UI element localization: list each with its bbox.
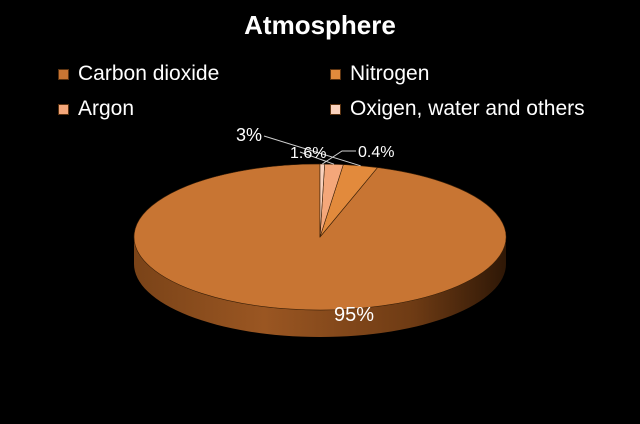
leader-line-argon	[299, 151, 335, 165]
legend-item-argon: Argon	[58, 97, 134, 121]
data-label-nitrogen: 3%	[236, 125, 262, 145]
leader-line-oxigen-water-others	[322, 150, 356, 165]
legend-swatch-oxigen-water-others	[330, 103, 341, 115]
legend-swatch-argon	[58, 103, 69, 115]
legend-swatch-carbon-dioxide	[58, 68, 69, 80]
data-label-carbon-dioxide: 95%	[334, 304, 374, 326]
pie-side-wall	[134, 237, 506, 337]
legend-label-nitrogen: Nitrogen	[350, 62, 430, 85]
chart-title: Atmosphere	[244, 10, 396, 40]
pie-slice-carbon-dioxide	[133, 163, 507, 311]
legend-item-nitrogen: Nitrogen	[330, 62, 429, 86]
legend-label-argon: Argon	[78, 97, 135, 120]
data-label-argon: 1.6%	[290, 145, 326, 162]
legend-item-carbon-dioxide: Carbon dioxide	[58, 62, 219, 86]
legend-item-oxigen-water-others: Oxigen, water and others	[330, 97, 585, 121]
leader-line-nitrogen	[263, 135, 361, 167]
legend-label-oxigen-water-others: Oxigen, water and others	[350, 97, 585, 120]
legend-swatch-nitrogen	[330, 68, 341, 80]
legend-label-carbon-dioxide: Carbon dioxide	[78, 62, 220, 85]
data-label-oxigen-water-others: 0.4%	[358, 144, 394, 161]
